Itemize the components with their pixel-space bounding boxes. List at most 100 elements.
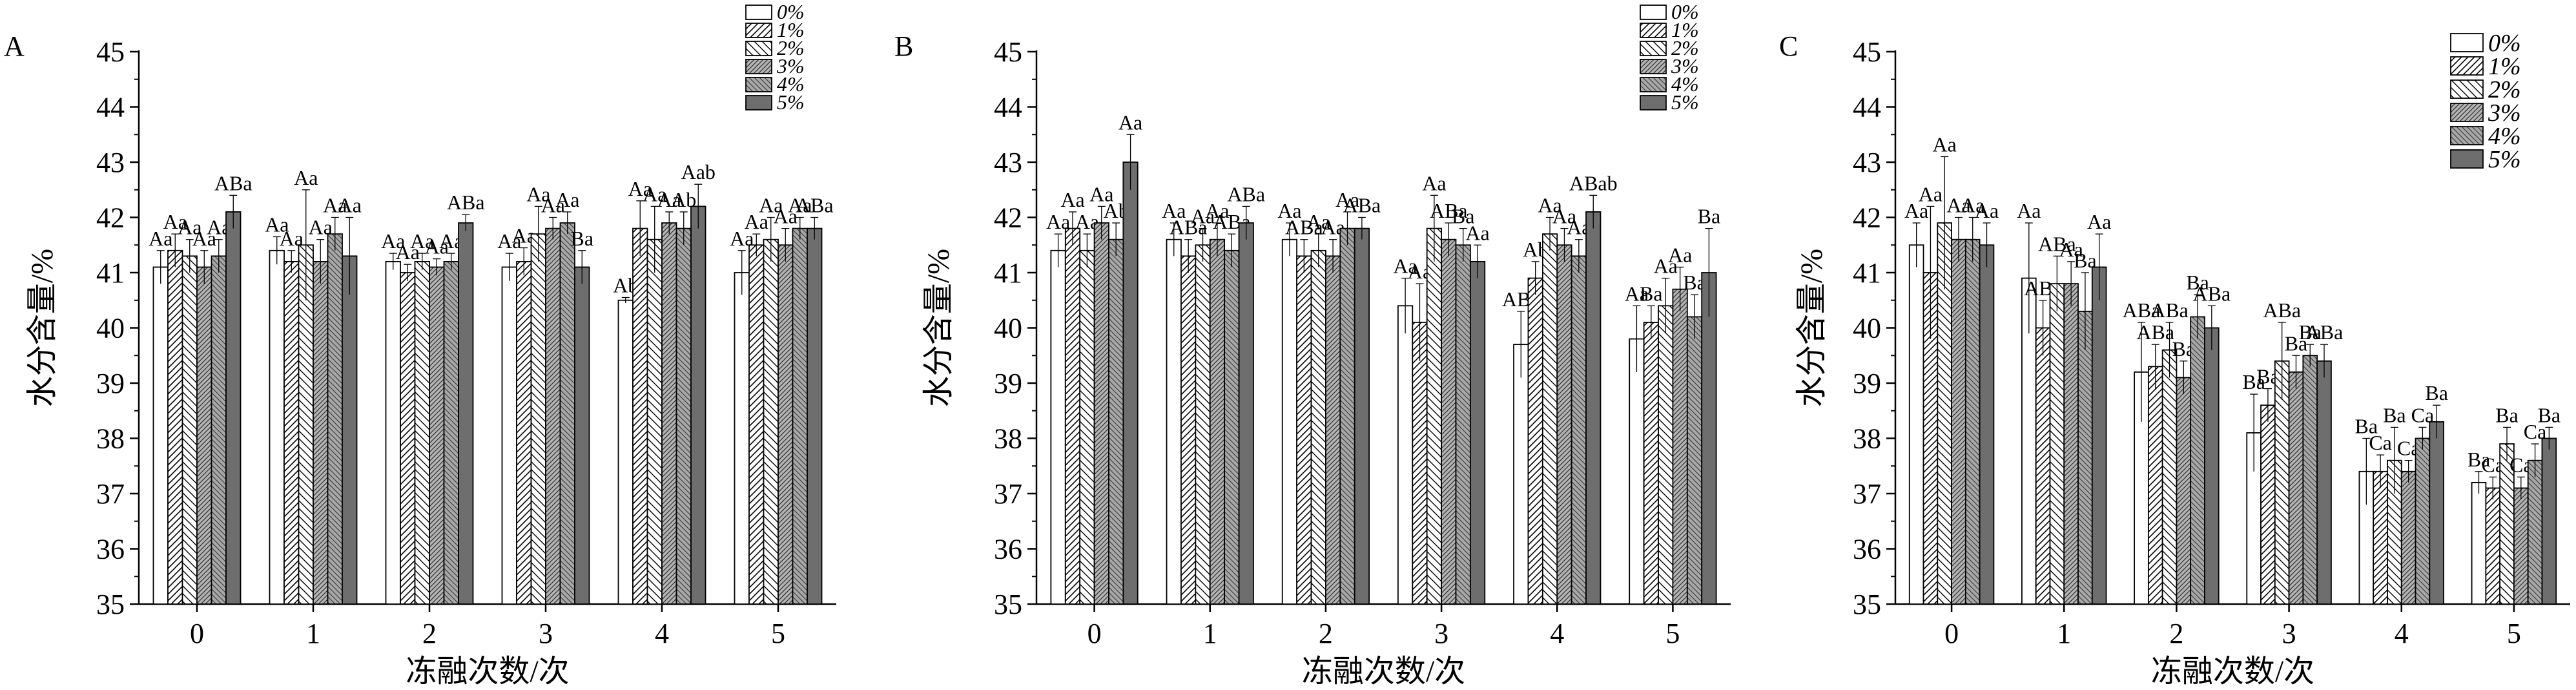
significance-label: Aa [1919,182,1942,205]
significance-label: Ba [2285,331,2308,355]
significance-label: Aab [681,160,716,183]
y-axis-label: 水分含量/% [922,249,956,407]
bar [1658,305,1674,605]
significance-label: Ba [2468,448,2491,471]
bar [2541,437,2557,605]
legend-swatch [745,59,772,74]
significance-label: ABa [447,191,485,214]
significance-label: Ba [2242,370,2265,393]
y-axis-label: 水分含量/% [25,249,59,407]
bar [2260,404,2276,605]
y-tick-label: 44 [96,92,125,123]
bar [632,227,648,605]
x-tick-label: 3 [539,618,553,649]
bar [211,255,227,605]
bar [1050,249,1066,605]
y-tick-label: 38 [1853,423,1881,455]
legend-label: 5% [1671,90,1699,114]
panel-a-chart: A3536373839404142434445水分含量/%0AaAaAaAaAa… [4,0,836,689]
panel-label: C [1779,30,1798,62]
legend-swatch [745,95,772,110]
y-tick-label: 40 [1853,313,1881,344]
y-tick-label: 37 [994,478,1022,510]
bar [414,260,430,605]
bar [2190,316,2205,605]
significance-label: Aa [526,182,550,205]
bar [1325,255,1341,605]
legend-label: 0% [1671,0,1699,23]
bar [1108,238,1124,605]
significance-label: Aa [1552,205,1576,228]
significance-label: Ba [2425,381,2448,404]
legend-label: 1% [2488,53,2521,80]
bar [1701,272,1717,605]
y-tick-label: 45 [994,36,1022,68]
significance-label: Aa [541,194,565,217]
significance-label: ABa [2305,320,2344,344]
bar [385,260,401,605]
significance-label: Aa [628,177,652,200]
bar [1064,227,1081,605]
bar [1209,238,1226,605]
significance-label: Ba [2298,320,2322,344]
legend-label: 1% [777,18,805,41]
significance-label: Aa [163,210,187,233]
y-tick-label: 41 [1853,257,1881,289]
significance-label: Aa [1975,199,1999,222]
y-tick-label: 37 [1853,478,1881,510]
legend-swatch [745,5,772,20]
legend-label: 4% [2488,123,2521,150]
y-tick-label: 36 [1853,534,1881,565]
significance-label: Aa [1393,255,1417,278]
bar [1556,244,1572,605]
bar [661,222,677,605]
bar [1079,249,1095,605]
legend-swatch [1640,59,1667,74]
legend-label: 5% [777,90,805,114]
significance-label: Aa [425,235,449,258]
x-tick-label: 3 [2282,618,2296,649]
significance-label: Aa [192,227,216,250]
y-tick-label: 36 [96,534,125,565]
legend-swatch [1640,95,1667,110]
significance-label: Ba [2186,271,2209,294]
y-tick-label: 45 [96,36,125,68]
legend-swatch [2450,126,2484,145]
bar [501,266,517,605]
significance-label: Aa [1191,205,1215,228]
significance-label: Aa [1668,243,1692,266]
bar [1238,222,1254,605]
legend-swatch [2450,149,2484,169]
x-tick-label: 1 [306,618,320,649]
significance-label: Ba [570,227,593,250]
bar [269,249,285,605]
x-tick-label: 5 [771,618,785,649]
significance-label: Ba [2383,403,2406,426]
significance-label: Aa [149,227,172,250]
y-tick-label: 42 [1853,202,1881,234]
y-tick-label: 38 [994,423,1022,455]
bar [2400,470,2416,605]
bar [2091,266,2107,605]
x-tick-label: 0 [190,618,204,649]
significance-label: ABa [1343,194,1381,217]
bar [1426,227,1442,605]
legend-label: 3% [1671,54,1699,78]
bar [792,227,808,605]
x-tick-label: 2 [422,618,437,649]
y-tick-label: 39 [1853,368,1881,399]
bar [675,227,692,605]
bar [1339,227,1355,605]
legend-swatch [2450,103,2484,122]
significance-label: Aa [2017,199,2041,222]
panel-label: A [4,30,25,62]
y-tick-label: 39 [96,368,125,399]
bar [1908,244,1924,605]
x-tick-label: 0 [1944,618,1959,649]
bar [1541,233,1558,605]
bar [342,255,358,605]
bar [1513,344,1529,605]
x-axis-label: 冻融次数/次 [406,654,569,689]
bar [807,227,823,605]
